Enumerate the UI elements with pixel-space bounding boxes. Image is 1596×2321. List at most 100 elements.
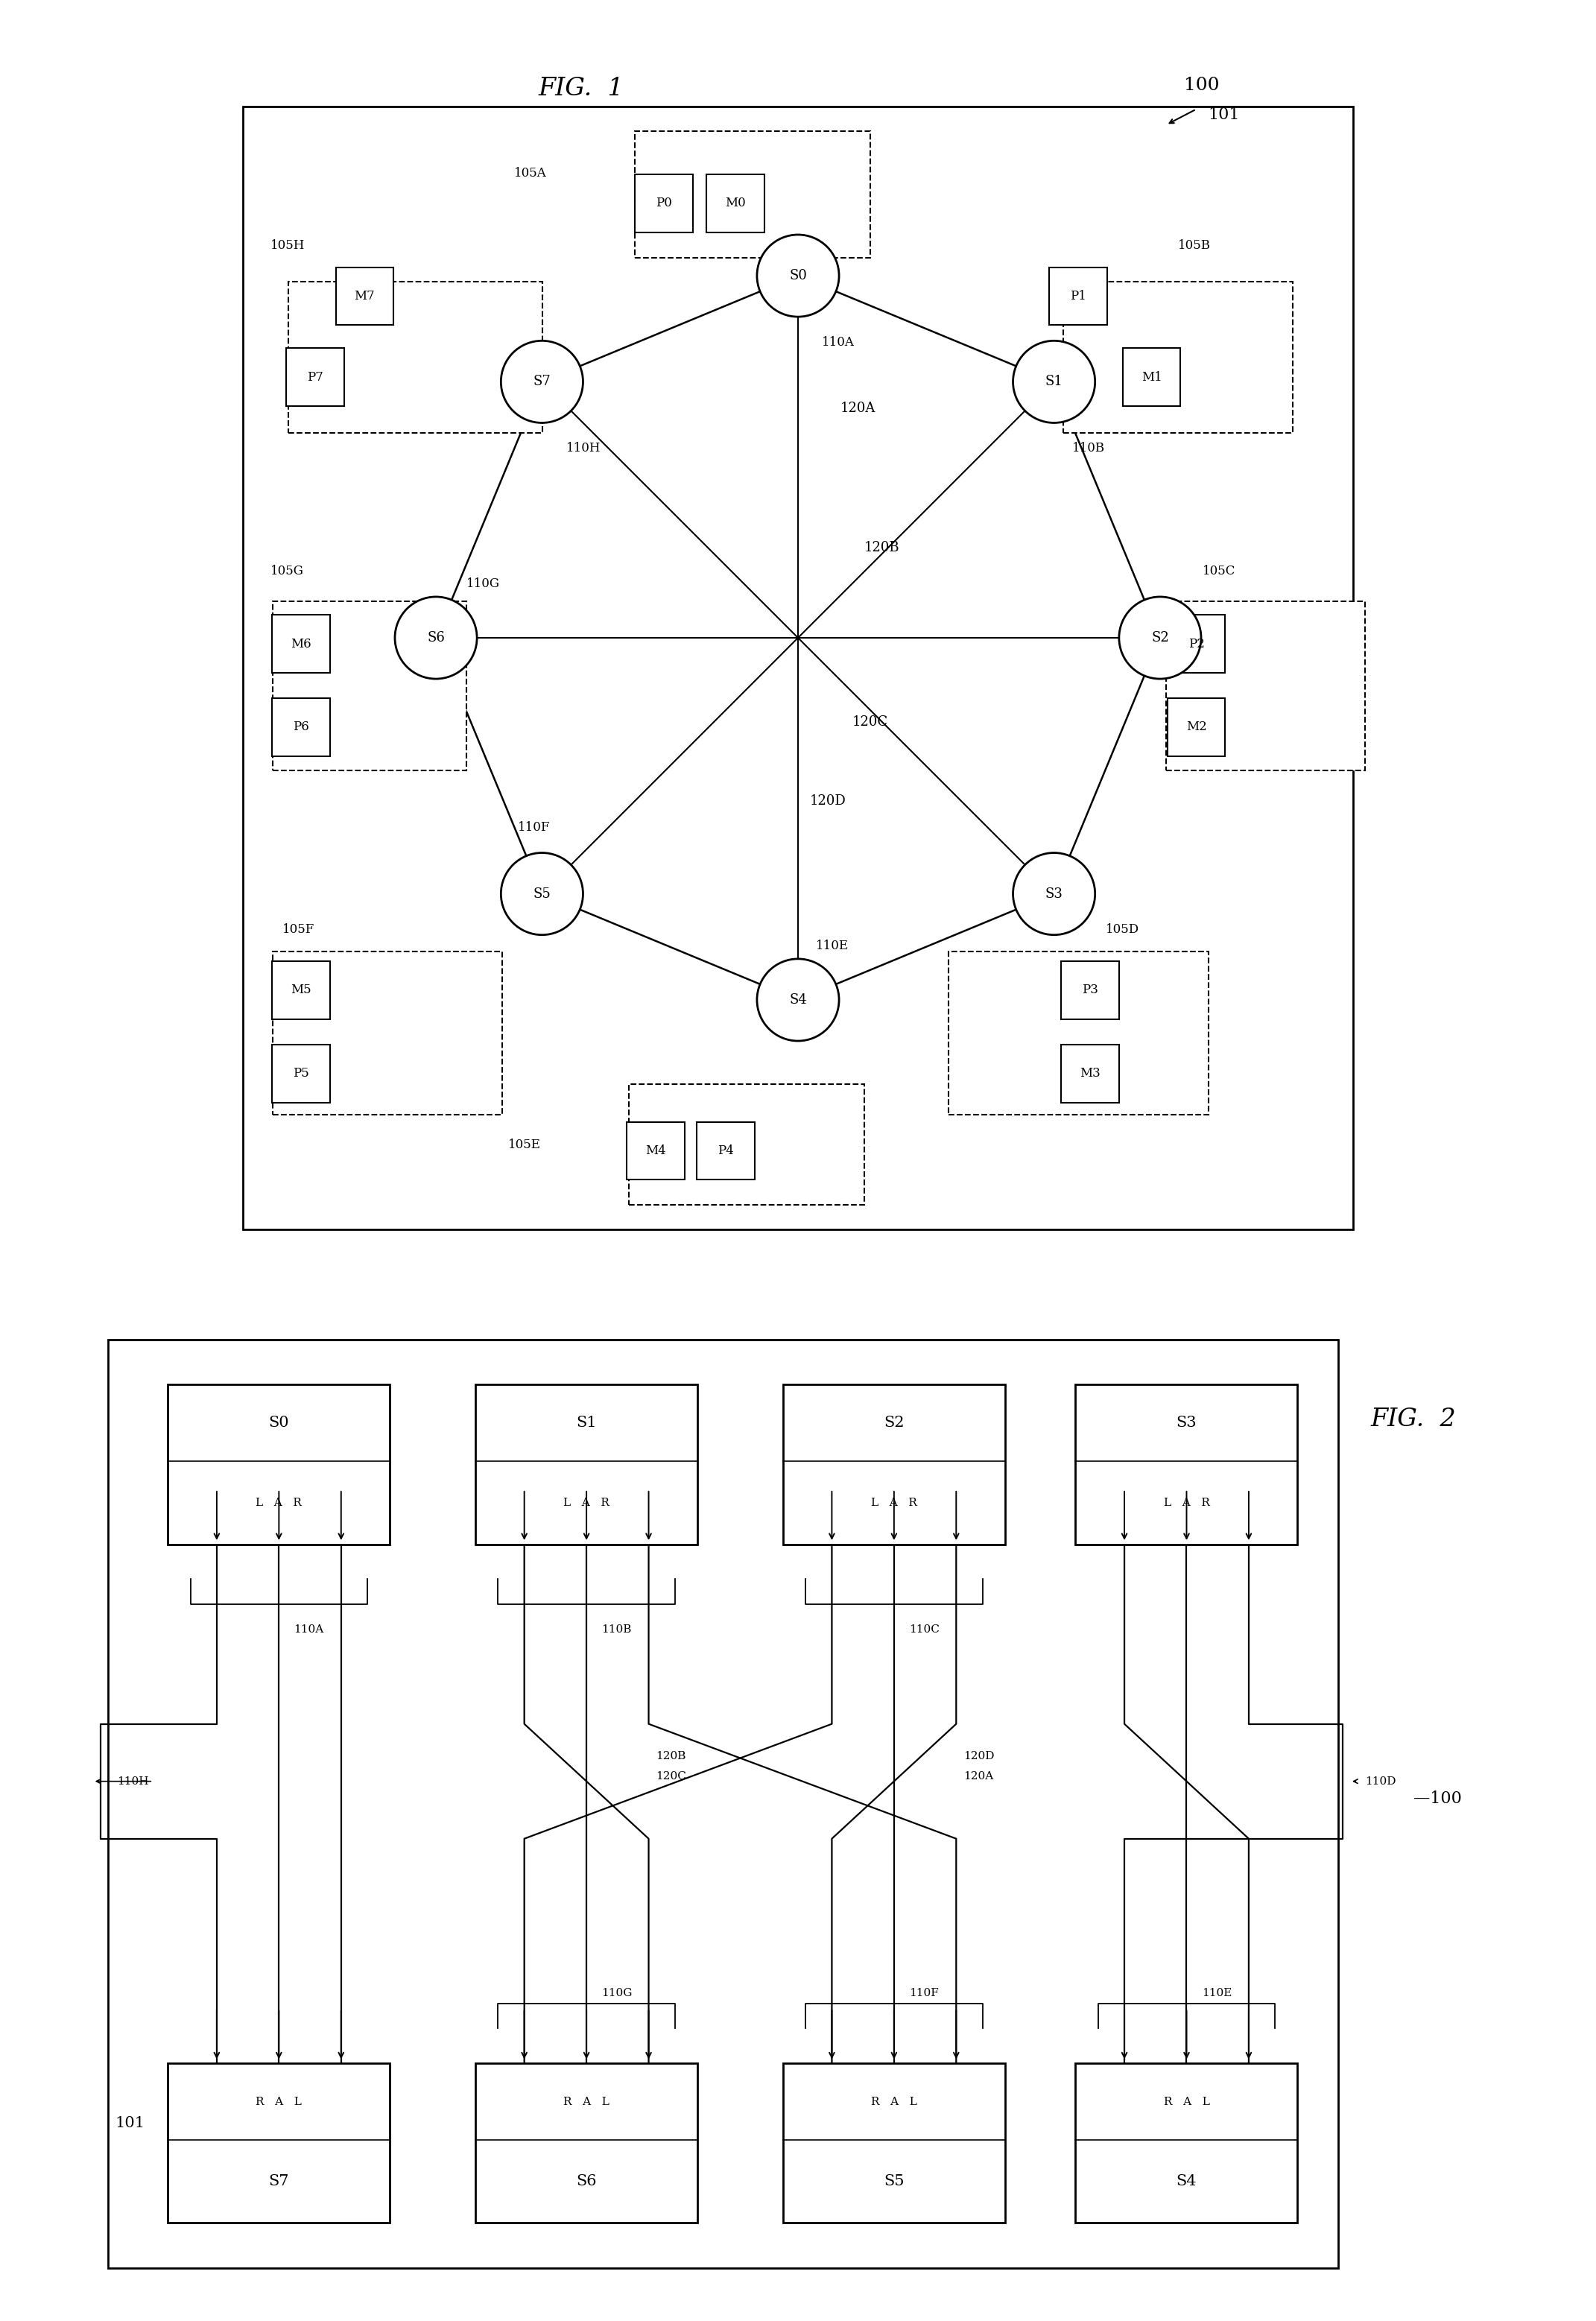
Text: S3: S3 <box>1045 887 1063 901</box>
Bar <box>273 601 466 771</box>
Text: 110E: 110E <box>1202 1989 1232 1998</box>
Text: 120B: 120B <box>865 541 900 555</box>
Bar <box>1167 615 1226 673</box>
Text: 110B: 110B <box>1073 441 1104 455</box>
Bar <box>1049 267 1108 325</box>
Circle shape <box>757 959 839 1040</box>
Text: 101: 101 <box>115 2117 145 2131</box>
Text: P1: P1 <box>1069 290 1087 302</box>
Text: 110D: 110D <box>1365 1776 1396 1787</box>
Text: R   A   L: R A L <box>1163 2096 1210 2107</box>
Text: P5: P5 <box>292 1068 310 1079</box>
Bar <box>635 130 870 258</box>
Text: 110A: 110A <box>822 337 855 348</box>
Text: M1: M1 <box>1141 371 1162 383</box>
Text: L   A   R: L A R <box>255 1497 302 1509</box>
Bar <box>1167 601 1365 771</box>
Text: R   A   L: R A L <box>871 2096 918 2107</box>
Text: 120B: 120B <box>656 1750 686 1762</box>
Text: 105E: 105E <box>509 1137 541 1151</box>
Bar <box>271 699 330 757</box>
Bar <box>1061 961 1119 1019</box>
Text: 110D: 110D <box>1053 961 1088 972</box>
Text: M2: M2 <box>1186 722 1207 733</box>
Circle shape <box>1119 596 1202 678</box>
Text: 110E: 110E <box>816 940 849 952</box>
Text: 105F: 105F <box>282 924 314 935</box>
Text: 100: 100 <box>1184 77 1219 93</box>
Text: 110A: 110A <box>294 1625 324 1634</box>
Text: L   A   R: L A R <box>1163 1497 1210 1509</box>
Text: —100: —100 <box>1412 1789 1462 1808</box>
Text: M6: M6 <box>290 638 311 650</box>
Text: M4: M4 <box>645 1144 666 1158</box>
Circle shape <box>1013 341 1095 422</box>
Text: S0: S0 <box>268 1416 289 1430</box>
Circle shape <box>1013 852 1095 935</box>
Bar <box>1167 699 1226 757</box>
Text: P7: P7 <box>306 371 324 383</box>
Circle shape <box>394 596 477 678</box>
Text: S0: S0 <box>788 269 808 283</box>
Text: 110G: 110G <box>466 578 500 590</box>
Text: 120D: 120D <box>811 794 846 808</box>
Circle shape <box>501 852 583 935</box>
Bar <box>1076 2063 1298 2224</box>
Bar <box>168 1386 389 1543</box>
Bar <box>271 615 330 673</box>
Text: S3: S3 <box>1176 1416 1197 1430</box>
Text: P3: P3 <box>1082 984 1098 996</box>
Bar <box>950 952 1208 1114</box>
Text: S4: S4 <box>788 993 808 1007</box>
Text: S2: S2 <box>1151 631 1168 645</box>
Text: L   A   R: L A R <box>563 1497 610 1509</box>
Bar <box>286 348 345 406</box>
Text: P6: P6 <box>292 722 310 733</box>
Text: 110B: 110B <box>602 1625 632 1634</box>
Text: 105G: 105G <box>271 564 303 578</box>
Bar <box>289 281 543 432</box>
Bar <box>1076 1386 1298 1543</box>
Text: 105A: 105A <box>514 167 547 179</box>
Text: S6: S6 <box>428 631 445 645</box>
Text: S2: S2 <box>884 1416 905 1430</box>
Bar <box>1061 1044 1119 1102</box>
Text: M0: M0 <box>725 197 745 209</box>
Text: 120C: 120C <box>852 715 887 729</box>
Text: S6: S6 <box>576 2175 597 2189</box>
Text: 120A: 120A <box>839 402 876 415</box>
Text: 110H: 110H <box>567 441 600 455</box>
Text: S5: S5 <box>884 2175 905 2189</box>
Text: FIG.  1: FIG. 1 <box>538 77 624 100</box>
Text: M5: M5 <box>290 984 311 996</box>
Text: S1: S1 <box>576 1416 597 1430</box>
Bar <box>627 1121 685 1179</box>
Text: R   A   L: R A L <box>255 2096 302 2107</box>
Bar <box>784 1386 1005 1543</box>
Text: P2: P2 <box>1187 638 1205 650</box>
Bar <box>273 952 503 1114</box>
Bar <box>109 1339 1337 2268</box>
Text: 120D: 120D <box>964 1750 994 1762</box>
Text: 110F: 110F <box>517 822 551 833</box>
Bar <box>168 2063 389 2224</box>
Text: 110C: 110C <box>1184 643 1218 657</box>
Text: FIG.  2: FIG. 2 <box>1371 1407 1456 1432</box>
Text: S7: S7 <box>533 376 551 388</box>
Text: R   A   L: R A L <box>563 2096 610 2107</box>
Text: 120A: 120A <box>964 1771 994 1783</box>
Bar <box>629 1084 865 1205</box>
Text: P4: P4 <box>718 1144 734 1158</box>
Text: M3: M3 <box>1080 1068 1100 1079</box>
Text: 110H: 110H <box>117 1776 148 1787</box>
Text: P0: P0 <box>656 197 672 209</box>
Text: 101: 101 <box>1208 107 1240 123</box>
Text: 110G: 110G <box>602 1989 632 1998</box>
Text: 105C: 105C <box>1202 564 1235 578</box>
Text: S1: S1 <box>1045 376 1063 388</box>
Text: S7: S7 <box>268 2175 289 2189</box>
Text: S4: S4 <box>1176 2175 1197 2189</box>
Bar <box>476 1386 697 1543</box>
Bar <box>635 174 693 232</box>
Bar <box>1063 281 1293 432</box>
